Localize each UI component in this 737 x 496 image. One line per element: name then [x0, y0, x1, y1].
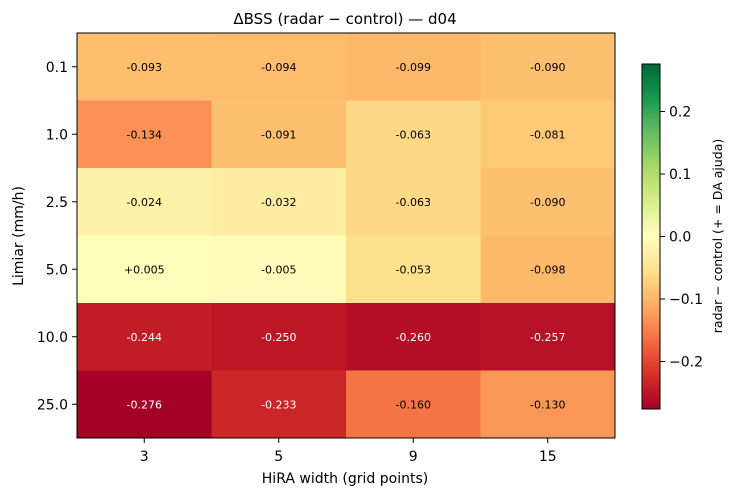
heatmap-cell — [346, 100, 481, 169]
heatmap-cell — [77, 303, 212, 371]
heatmap-cell — [211, 168, 347, 236]
heatmap-cell-labels: -0.093 -0.094 -0.099 -0.090 -0.134 -0.091 -0.0… — [124, 61, 566, 412]
y-tick-label: 0.1 — [46, 60, 68, 76]
cell-value-label: -0.093 — [127, 61, 162, 74]
colorbar-tick-label: 0.2 — [669, 105, 691, 121]
y-tick-label: 5.0 — [46, 262, 68, 278]
y-tick-label: 10.0 — [37, 330, 68, 346]
heatmap-cell — [211, 235, 347, 304]
heatmap-cell — [480, 303, 616, 371]
cell-value-label: -0.134 — [127, 128, 162, 141]
colorbar-tick-label: 0.1 — [669, 167, 691, 183]
chart-title: ΔBSS (radar − control) — d04 — [233, 10, 456, 28]
x-tick-label: 9 — [409, 449, 418, 465]
heatmap-cells — [77, 33, 616, 439]
y-tick-label: 2.5 — [46, 195, 68, 211]
heatmap-cell — [480, 370, 616, 439]
heatmap-cell — [77, 235, 212, 304]
cell-value-label: -0.250 — [261, 331, 296, 344]
heatmap-cell — [211, 303, 347, 371]
x-tick-label: 5 — [274, 449, 283, 465]
colorbar-tick-label: 0.0 — [669, 230, 691, 246]
heatmap-cell — [346, 303, 481, 371]
cell-value-label: -0.032 — [261, 196, 296, 209]
cell-value-label: -0.090 — [530, 61, 565, 74]
colorbar-label: radar − control (+ = DA ajuda) — [710, 139, 725, 333]
cell-value-label: -0.244 — [127, 331, 162, 344]
cell-value-label: -0.098 — [530, 263, 565, 276]
heatmap-cell — [77, 100, 212, 169]
heatmap-cell — [480, 100, 616, 169]
x-tick-label: 3 — [140, 449, 149, 465]
cell-value-label: -0.260 — [396, 331, 431, 344]
heatmap-cell — [480, 168, 616, 236]
y-tick-label: 1.0 — [46, 127, 68, 143]
cell-value-label: -0.094 — [261, 61, 296, 74]
y-tick-label: 25.0 — [37, 397, 68, 413]
cell-value-label: -0.130 — [530, 398, 565, 411]
heatmap-cell — [480, 235, 616, 304]
cell-value-label: -0.063 — [396, 128, 431, 141]
cell-value-label: +0.005 — [124, 263, 165, 276]
cell-value-label: -0.090 — [530, 196, 565, 209]
cell-value-label: -0.233 — [261, 398, 296, 411]
plot-frame — [76, 32, 616, 439]
cell-value-label: -0.276 — [127, 398, 162, 411]
x-axis-label: HiRA width (grid points) — [262, 471, 428, 487]
cell-value-label: -0.091 — [261, 128, 296, 141]
colorbar-ticks: 0.2 0.1 0.0 −0.1 −0.2 — [660, 105, 703, 371]
heatmap-cell — [346, 370, 481, 439]
colorbar-tick-label: −0.1 — [669, 292, 703, 308]
heatmap-cell — [211, 33, 347, 101]
heatmap-cell — [346, 235, 481, 304]
cell-value-label: -0.063 — [396, 196, 431, 209]
colorbar-tick-label: −0.2 — [669, 355, 703, 371]
cell-value-label: -0.099 — [396, 61, 431, 74]
y-axis-ticks: 0.1 1.0 2.5 5.0 10.0 25.0 — [37, 60, 77, 413]
cell-value-label: -0.257 — [530, 331, 565, 344]
heatmap-cell — [480, 33, 616, 101]
y-axis-label: Limiar (mm/h) — [11, 186, 27, 286]
x-tick-label: 15 — [539, 449, 557, 465]
heatmap-cell — [77, 33, 212, 101]
heatmap-cell — [346, 33, 481, 101]
heatmap-cell — [77, 168, 212, 236]
cell-value-label: -0.005 — [261, 263, 296, 276]
colorbar — [641, 63, 661, 410]
cell-value-label: -0.081 — [530, 128, 565, 141]
heatmap-cell — [346, 168, 481, 236]
cell-value-label: -0.160 — [396, 398, 431, 411]
heatmap-cell — [77, 370, 212, 439]
x-axis-ticks: 3 5 9 15 — [140, 438, 557, 465]
heatmap-cell — [211, 370, 347, 439]
cell-value-label: -0.024 — [127, 196, 162, 209]
heatmap-cell — [211, 100, 347, 169]
cell-value-label: -0.053 — [396, 263, 431, 276]
